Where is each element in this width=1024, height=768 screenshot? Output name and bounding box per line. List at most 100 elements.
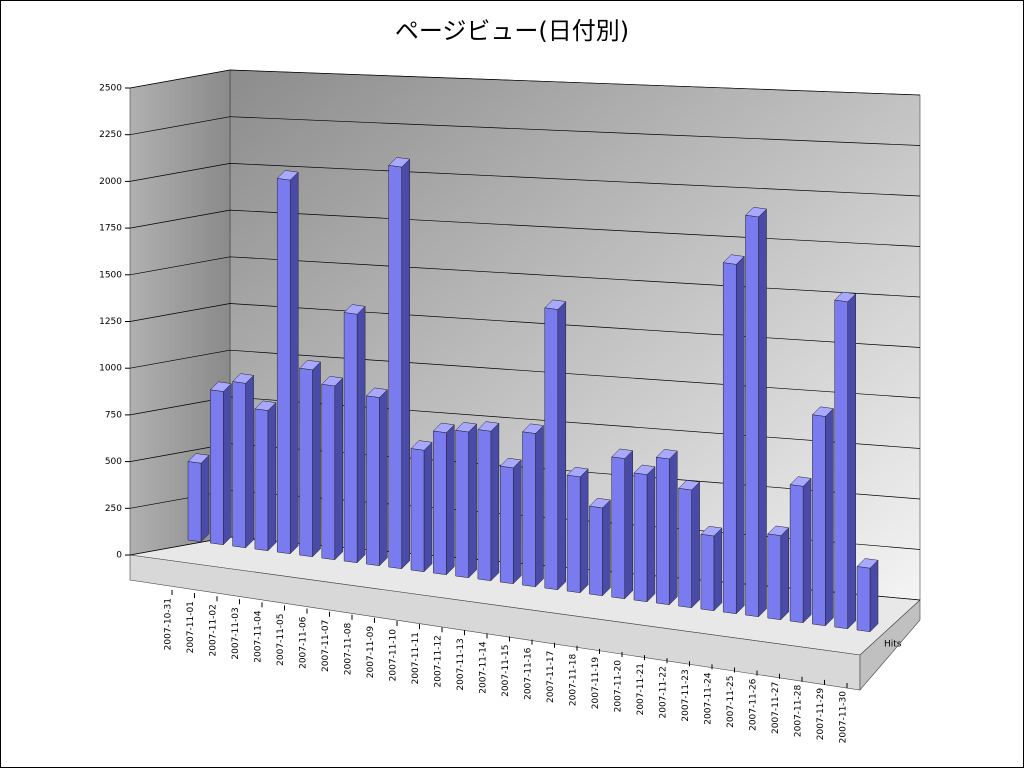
bar-front bbox=[321, 383, 336, 561]
y-tick-label: 500 bbox=[105, 457, 122, 467]
x-tick-label: 2007-11-07 bbox=[321, 620, 331, 672]
x-tick-label: 2007-11-30 bbox=[839, 691, 849, 744]
bar bbox=[834, 291, 857, 630]
bar-side bbox=[490, 422, 500, 582]
y-tick-label: 2500 bbox=[99, 84, 122, 94]
bar-front bbox=[187, 461, 202, 543]
x-tick-label: 2007-11-25 bbox=[726, 676, 736, 728]
bar-side bbox=[200, 454, 210, 543]
bar-front bbox=[611, 456, 625, 600]
bar-front bbox=[276, 178, 291, 555]
x-tick-label: 2007-11-23 bbox=[681, 669, 691, 721]
bar bbox=[298, 359, 322, 558]
x-tick-label: 2007-11-09 bbox=[366, 626, 376, 679]
bar-side bbox=[512, 459, 522, 585]
bar-side bbox=[535, 424, 544, 588]
bar-front bbox=[722, 262, 737, 615]
bar-front bbox=[343, 312, 358, 564]
bar-side bbox=[758, 208, 767, 618]
bar bbox=[588, 497, 611, 597]
bar-front bbox=[254, 408, 269, 552]
bar bbox=[365, 387, 388, 567]
bar-side bbox=[735, 255, 745, 615]
bar bbox=[254, 400, 277, 552]
bar bbox=[633, 464, 656, 603]
x-tick-label: 2007-10-31 bbox=[164, 598, 174, 650]
bar-side bbox=[646, 466, 656, 603]
bar-front bbox=[678, 488, 692, 609]
bar bbox=[432, 422, 455, 576]
bar bbox=[767, 525, 790, 621]
x-tick-label: 2007-11-17 bbox=[546, 651, 556, 703]
grid-line bbox=[129, 163, 921, 197]
y-tick-label: 1250 bbox=[99, 317, 122, 327]
bar-side bbox=[312, 361, 321, 558]
bar-side bbox=[780, 527, 790, 621]
series-label: Hits bbox=[884, 640, 902, 650]
y-tick-label: 1500 bbox=[99, 270, 122, 280]
bar-front bbox=[299, 367, 313, 558]
bar bbox=[187, 453, 210, 543]
bar-front bbox=[210, 389, 224, 546]
bar bbox=[700, 526, 723, 612]
x-tick-label: 2007-11-14 bbox=[479, 641, 489, 694]
bar bbox=[856, 558, 879, 633]
x-tick-label: 2007-11-22 bbox=[659, 666, 669, 718]
bar-side bbox=[713, 527, 723, 612]
bar bbox=[744, 206, 768, 618]
bar-front bbox=[834, 299, 848, 630]
bar-side bbox=[579, 468, 589, 594]
bar-side bbox=[446, 424, 455, 576]
bar-side bbox=[401, 158, 410, 570]
x-tick-label: 2007-11-29 bbox=[816, 688, 826, 741]
bar-side bbox=[869, 559, 879, 633]
bar-side bbox=[669, 450, 678, 606]
x-tick-label: 2007-11-18 bbox=[569, 654, 579, 707]
x-tick-label: 2007-11-13 bbox=[456, 638, 466, 690]
bar bbox=[321, 376, 344, 561]
bar-front bbox=[388, 165, 402, 570]
bar bbox=[544, 299, 567, 591]
grid-line bbox=[129, 69, 921, 96]
x-tick-label: 2007-11-01 bbox=[186, 601, 196, 653]
bar-side bbox=[289, 171, 299, 555]
x-tick-label: 2007-11-12 bbox=[434, 635, 444, 687]
bar-front bbox=[812, 414, 826, 627]
bar-side bbox=[334, 377, 344, 561]
bar bbox=[521, 423, 545, 588]
bar bbox=[276, 170, 299, 555]
bar bbox=[611, 448, 634, 600]
x-tick-label: 2007-11-05 bbox=[276, 614, 286, 666]
bar-front bbox=[633, 472, 648, 603]
grid-line bbox=[129, 116, 921, 146]
bar-side bbox=[802, 477, 812, 624]
y-tick-label: 250 bbox=[105, 504, 122, 514]
x-tick-label: 2007-11-28 bbox=[794, 685, 804, 738]
x-tick-label: 2007-11-10 bbox=[389, 629, 399, 682]
bar-front bbox=[544, 307, 559, 591]
x-tick-label: 2007-11-24 bbox=[704, 672, 714, 725]
bar-side bbox=[267, 402, 277, 552]
bar bbox=[789, 476, 812, 624]
bar bbox=[655, 449, 678, 606]
x-tick-label: 2007-11-26 bbox=[749, 678, 759, 731]
bar bbox=[343, 304, 366, 564]
bar-front bbox=[232, 381, 246, 549]
bar-side bbox=[223, 382, 232, 546]
y-tick-label: 1000 bbox=[99, 364, 122, 374]
x-tick-label: 2007-11-04 bbox=[254, 610, 264, 663]
grid-line bbox=[129, 209, 921, 247]
chart-title: ページビュー(日付別) bbox=[395, 17, 629, 45]
x-tick-label: 2007-11-08 bbox=[344, 623, 354, 676]
bar-front bbox=[522, 431, 536, 588]
bar-side bbox=[825, 407, 834, 627]
bar-side bbox=[602, 499, 611, 597]
bar bbox=[566, 466, 589, 594]
bar bbox=[811, 406, 834, 627]
y-tick-label: 2250 bbox=[99, 130, 122, 140]
bar-front bbox=[767, 533, 782, 621]
x-tick-label: 2007-11-19 bbox=[591, 657, 601, 710]
bar-front bbox=[410, 448, 425, 573]
floor-edge bbox=[859, 599, 921, 691]
